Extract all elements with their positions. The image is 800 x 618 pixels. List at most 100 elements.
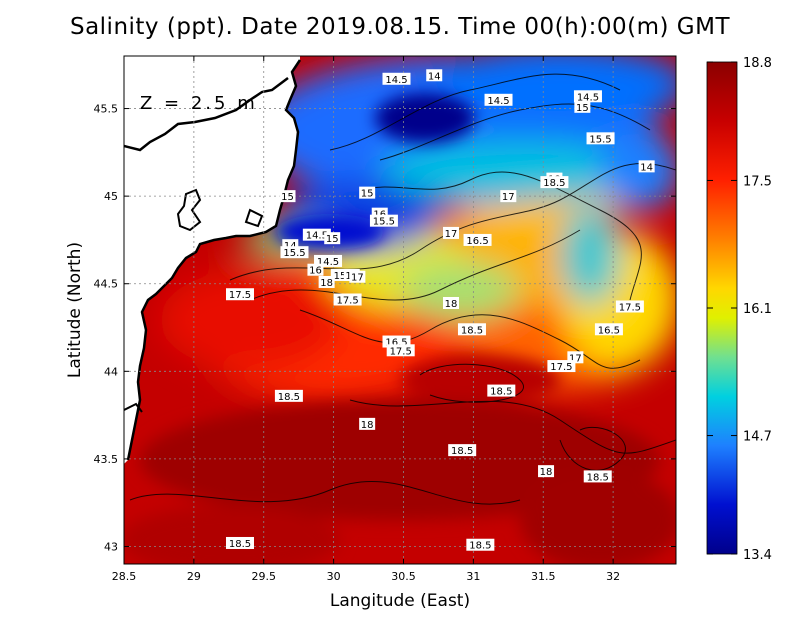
svg-text:18.5: 18.5 bbox=[543, 178, 565, 189]
contour-label: 14.5 bbox=[484, 93, 513, 107]
chart-title: Salinity (ppt). Date 2019.08.15. Time 00… bbox=[69, 14, 731, 40]
svg-text:15: 15 bbox=[361, 189, 374, 200]
contour-label: 18.5 bbox=[583, 470, 612, 483]
contour-label: 17 bbox=[349, 270, 366, 284]
contour-label: 16 bbox=[307, 263, 324, 277]
contour-label: 18 bbox=[359, 417, 376, 431]
contour-label: 18.5 bbox=[540, 176, 569, 189]
y-tick-label: 43.5 bbox=[94, 453, 119, 466]
svg-text:17: 17 bbox=[502, 192, 515, 203]
colorbar-label: 14.7 bbox=[743, 430, 772, 445]
svg-text:14: 14 bbox=[640, 162, 653, 173]
contour-label: 15 bbox=[279, 190, 296, 203]
svg-text:16.5: 16.5 bbox=[598, 325, 620, 336]
svg-text:18: 18 bbox=[445, 299, 458, 310]
y-tick-label: 45.5 bbox=[94, 103, 119, 116]
contour-label: 17.5 bbox=[615, 300, 644, 313]
contour-label: 18 bbox=[443, 296, 460, 310]
svg-text:17.5: 17.5 bbox=[550, 362, 572, 373]
contour-label: 15 bbox=[359, 186, 376, 200]
contour-label: 14 bbox=[638, 160, 655, 173]
svg-text:17: 17 bbox=[445, 229, 458, 240]
contour-label: 18.5 bbox=[448, 444, 477, 457]
colorbar-label: 17.5 bbox=[743, 174, 772, 189]
border-line bbox=[124, 77, 289, 152]
svg-text:18: 18 bbox=[540, 467, 553, 478]
x-tick-label: 32 bbox=[606, 570, 620, 583]
depth-label: Z = 2.5 m bbox=[140, 93, 258, 114]
contour-label: 18.5 bbox=[487, 384, 516, 398]
svg-text:18: 18 bbox=[320, 278, 333, 289]
colorbar-label: 18.8 bbox=[743, 56, 772, 71]
svg-text:14.5: 14.5 bbox=[306, 231, 328, 242]
plot-frame bbox=[123, 55, 677, 565]
svg-text:18.5: 18.5 bbox=[278, 392, 300, 403]
svg-text:18.5: 18.5 bbox=[469, 541, 491, 552]
svg-text:18.5: 18.5 bbox=[587, 472, 609, 483]
svg-text:18.5: 18.5 bbox=[451, 446, 473, 457]
contour-label: 17.5 bbox=[547, 360, 576, 373]
svg-text:14.5: 14.5 bbox=[577, 92, 599, 103]
svg-text:15.5: 15.5 bbox=[589, 134, 611, 145]
svg-text:17: 17 bbox=[569, 353, 582, 364]
x-tick-label: 28.5 bbox=[112, 570, 137, 583]
lake-outline bbox=[176, 188, 264, 232]
svg-text:17.5: 17.5 bbox=[619, 302, 641, 313]
x-tick-label: 29 bbox=[187, 570, 201, 583]
river-line bbox=[124, 402, 143, 413]
svg-text:15.5: 15.5 bbox=[373, 217, 395, 228]
svg-text:14.5: 14.5 bbox=[317, 257, 339, 268]
svg-text:16.5: 16.5 bbox=[385, 338, 407, 349]
contour-label: 18 bbox=[538, 465, 555, 478]
contour-label: 16.5 bbox=[594, 323, 623, 336]
contour-label: 14.5 bbox=[382, 72, 411, 86]
contour-label: 17 bbox=[443, 226, 460, 240]
contour-label: 14 bbox=[426, 69, 443, 82]
contour-label: 17.5 bbox=[386, 344, 415, 357]
svg-text:14.5: 14.5 bbox=[487, 96, 509, 107]
svg-text:15: 15 bbox=[326, 234, 339, 245]
contour-label: 16.5 bbox=[463, 233, 492, 247]
svg-text:18.5: 18.5 bbox=[229, 539, 251, 550]
contour-label: 15.5 bbox=[586, 132, 615, 145]
y-tick-label: 45 bbox=[104, 190, 118, 203]
svg-text:16.5: 16.5 bbox=[466, 236, 488, 247]
svg-text:17.5: 17.5 bbox=[390, 346, 412, 357]
coastline bbox=[126, 59, 302, 461]
y-tick-label: 44.5 bbox=[94, 278, 119, 291]
contour-label: 15.5 bbox=[369, 214, 398, 228]
contour-label: 15 bbox=[324, 232, 341, 245]
x-tick-label: 31 bbox=[466, 570, 480, 583]
contour-label: 17.5 bbox=[333, 293, 362, 306]
contour-label: 18 bbox=[318, 275, 335, 289]
contour-label: 18.5 bbox=[457, 323, 486, 336]
svg-text:17.5: 17.5 bbox=[336, 295, 358, 306]
y-tick-label: 44 bbox=[104, 365, 118, 378]
x-tick-label: 30 bbox=[327, 570, 341, 583]
x-tick-label: 31.5 bbox=[531, 570, 556, 583]
svg-text:15.5: 15.5 bbox=[283, 248, 305, 259]
contour-label: 18.5 bbox=[225, 536, 254, 550]
svg-text:14: 14 bbox=[428, 71, 441, 82]
y-tick-label: 43 bbox=[104, 540, 118, 553]
contour-label: 18.5 bbox=[274, 389, 303, 403]
salinity-field: 14.51414.514.51515.5141818.51715151615.5… bbox=[124, 56, 676, 564]
contour-label: 17 bbox=[500, 190, 517, 203]
contour-label: 15 bbox=[574, 100, 591, 114]
y-axis-label: Latitude (North) bbox=[65, 242, 85, 378]
contour-label: 18.5 bbox=[466, 538, 495, 552]
colorbar-label: 16.1 bbox=[743, 302, 772, 317]
x-tick-label: 29.5 bbox=[251, 570, 276, 583]
contour-label: 17.5 bbox=[225, 288, 254, 301]
land-mass bbox=[124, 56, 300, 464]
svg-text:15: 15 bbox=[281, 192, 294, 203]
colorbar-label: 13.4 bbox=[743, 548, 772, 563]
svg-text:14.5: 14.5 bbox=[385, 75, 407, 86]
x-axis-label: Langitude (East) bbox=[330, 591, 470, 611]
svg-text:17.5: 17.5 bbox=[229, 290, 251, 301]
x-tick-label: 30.5 bbox=[391, 570, 416, 583]
svg-text:16: 16 bbox=[309, 266, 322, 277]
svg-text:18: 18 bbox=[361, 420, 374, 431]
contour-label: 14.5 bbox=[573, 90, 602, 103]
contour-label: 15.5 bbox=[280, 246, 309, 259]
